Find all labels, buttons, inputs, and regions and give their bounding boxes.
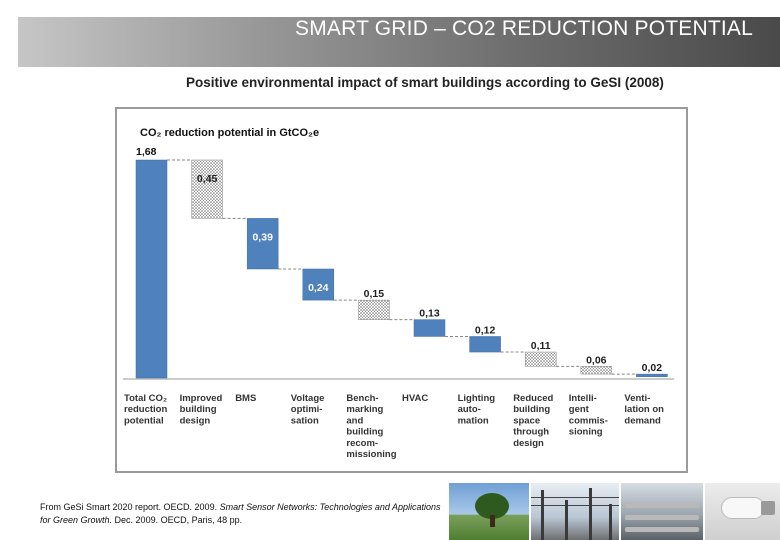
bulb-icon <box>721 497 765 519</box>
bar-3 <box>246 218 279 270</box>
source-note: From GeSi Smart 2020 report. OECD. 2009.… <box>40 501 450 527</box>
category-label: Reduced building space through design <box>513 393 553 449</box>
value-label: 1,68 <box>136 146 157 158</box>
category-label: Intelli-gent commis-sioning <box>569 393 608 438</box>
bar-2 <box>191 159 223 219</box>
pipe <box>625 515 699 520</box>
bar-6 <box>413 319 446 337</box>
power-tower <box>541 490 544 540</box>
bar-7 <box>469 336 501 353</box>
bar-4 <box>302 268 335 301</box>
pipe <box>625 527 699 532</box>
value-label: 0,11 <box>531 340 551 352</box>
power-tower <box>609 504 612 540</box>
value-label: 0,13 <box>419 308 440 320</box>
power-wire <box>531 497 619 498</box>
industrial-pipes-photo <box>621 483 703 540</box>
source-title: Smart Sensor Networks: Technologies and … <box>40 502 441 525</box>
value-label: 0,15 <box>364 288 385 300</box>
bar-9 <box>580 366 613 375</box>
tree-crown <box>475 493 509 519</box>
energy-saving-bulb-photo <box>705 483 780 540</box>
bar-1 <box>135 159 168 379</box>
slide-title: SMART GRID – CO2 REDUCTION POTENTIAL <box>295 17 753 40</box>
bar-10 <box>636 373 668 377</box>
bar-5 <box>358 299 390 320</box>
value-label: 0,12 <box>475 324 496 336</box>
tree-photo <box>449 483 529 540</box>
photo-strip <box>449 483 780 540</box>
category-label: Bench-marking and building recom-missioning <box>346 393 396 460</box>
chart-heading: Positive environmental impact of smart b… <box>186 75 664 90</box>
tree-trunk <box>490 515 495 527</box>
value-label: 0,45 <box>197 173 218 185</box>
value-label: 0,02 <box>642 362 663 374</box>
category-label: HVAC <box>402 393 428 404</box>
value-label: 0,24 <box>308 282 329 294</box>
pipe <box>625 503 699 508</box>
chart-title: CO₂ reduction potential in GtCO₂e <box>140 127 319 139</box>
power-tower <box>589 488 592 540</box>
slide-header-bar <box>18 17 780 67</box>
category-label: Voltage optimi-sation <box>291 393 325 426</box>
category-label: Lighting auto-mation <box>458 393 496 426</box>
source-prefix: From GeSi Smart 2020 report. OECD. 2009. <box>40 502 218 512</box>
power-substation-photo <box>531 483 619 540</box>
value-label: 0,06 <box>586 354 607 366</box>
category-label: Improved building design <box>180 393 223 426</box>
power-tower <box>565 500 568 540</box>
category-label: Total CO₂ reduction potential <box>124 393 167 426</box>
bar-8 <box>524 351 557 367</box>
value-label: 0,39 <box>252 231 273 243</box>
power-wire <box>531 505 619 506</box>
category-label: BMS <box>235 393 256 404</box>
bulb-base <box>761 501 775 515</box>
source-suffix: Dec. 2009. OECD, Paris, 48 pp. <box>114 515 243 525</box>
category-label: Venti-lation on demand <box>624 393 664 426</box>
